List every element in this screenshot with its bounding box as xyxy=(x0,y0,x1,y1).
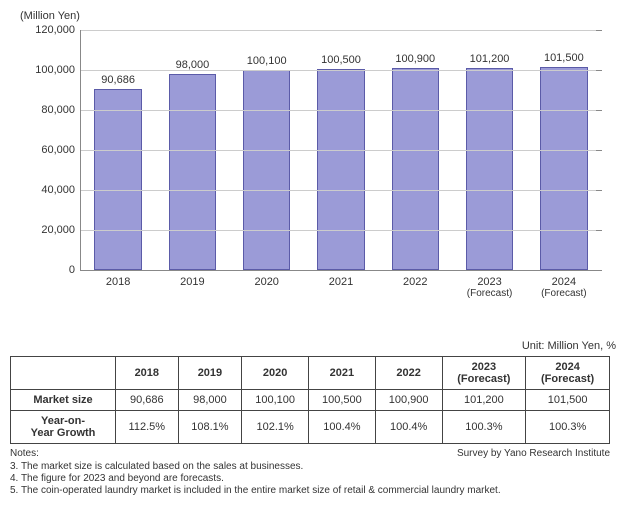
x-tick-year: 2019 xyxy=(180,276,204,288)
bar: 100,900 xyxy=(392,68,440,270)
x-tick: 2018 xyxy=(81,270,155,288)
bar: 100,100 xyxy=(243,70,291,270)
x-tick-year: 2020 xyxy=(254,276,278,288)
notes-list: 3. The market size is calculated based o… xyxy=(10,461,610,496)
x-tick: 2022 xyxy=(378,270,452,288)
grid-line xyxy=(81,110,601,111)
table-footer-line: Notes: Survey by Yano Research Institute xyxy=(10,448,610,459)
table-col-header: 2023(Forecast) xyxy=(442,357,526,390)
x-tick: 2024(Forecast) xyxy=(527,270,601,299)
bar: 101,200 xyxy=(466,68,514,270)
y-tick-label: 60,000 xyxy=(41,144,81,156)
note-line: 3. The market size is calculated based o… xyxy=(10,461,610,472)
table-cell: 112.5% xyxy=(116,411,179,444)
grid-line xyxy=(81,70,601,71)
y-tick-label: 20,000 xyxy=(41,224,81,236)
table-cell: 100.3% xyxy=(442,411,526,444)
bar-value-label: 101,500 xyxy=(544,52,584,64)
bar-value-label: 90,686 xyxy=(101,74,135,86)
note-line: 5. The coin-operated laundry market is i… xyxy=(10,485,610,496)
table-header-row: 201820192020202120222023(Forecast)2024(F… xyxy=(11,357,610,390)
bar: 90,686 xyxy=(94,89,142,270)
table-cell: 90,686 xyxy=(116,390,179,411)
x-tick: 2020 xyxy=(230,270,304,288)
bar-value-label: 100,900 xyxy=(395,53,435,65)
table-cell: 101,500 xyxy=(526,390,610,411)
grid-line xyxy=(81,150,601,151)
y-tick-label: 80,000 xyxy=(41,104,81,116)
table-row-header: Market size xyxy=(11,390,116,411)
x-tick-sub: (Forecast) xyxy=(452,288,526,299)
y-axis-title: (Million Yen) xyxy=(20,10,80,22)
table-cell: 98,000 xyxy=(178,390,242,411)
table-body: Market size90,68698,000100,100100,500100… xyxy=(11,390,610,444)
table-col-header: 2021 xyxy=(309,357,376,390)
y-tick-label: 100,000 xyxy=(35,64,81,76)
x-tick-year: 2022 xyxy=(403,276,427,288)
market-size-bar-chart: (Million Yen) 90,686 98,000 100,100 100,500… xyxy=(10,10,610,320)
x-tick: 2019 xyxy=(155,270,229,288)
x-tick-year: 2018 xyxy=(106,276,130,288)
y-tick-label: 0 xyxy=(69,264,81,276)
grid-line xyxy=(81,30,601,31)
bar-value-label: 100,100 xyxy=(247,55,287,67)
bar-value-label: 101,200 xyxy=(470,53,510,65)
bar: 100,500 xyxy=(317,69,365,270)
table-row: Year-on-Year Growth112.5%108.1%102.1%100… xyxy=(11,411,610,444)
bar-value-label: 100,500 xyxy=(321,54,361,66)
survey-credit: Survey by Yano Research Institute xyxy=(457,448,610,459)
bar: 101,500 xyxy=(540,67,588,270)
table-corner-cell xyxy=(11,357,116,390)
table-col-header: 2019 xyxy=(178,357,242,390)
note-line: 4. The figure for 2023 and beyond are fo… xyxy=(10,473,610,484)
table-cell: 100.3% xyxy=(526,411,610,444)
table-cell: 100,100 xyxy=(242,390,309,411)
table-row-header: Year-on-Year Growth xyxy=(11,411,116,444)
table-row: Market size90,68698,000100,100100,500100… xyxy=(11,390,610,411)
data-table: 201820192020202120222023(Forecast)2024(F… xyxy=(10,356,610,444)
grid-line xyxy=(81,230,601,231)
table-col-header: 2024(Forecast) xyxy=(526,357,610,390)
notes-label: Notes: xyxy=(10,448,39,459)
table-col-header: 2018 xyxy=(116,357,179,390)
table-col-header: 2020 xyxy=(242,357,309,390)
table-cell: 100,500 xyxy=(309,390,376,411)
table-cell: 100.4% xyxy=(309,411,376,444)
table-cell: 100.4% xyxy=(375,411,442,444)
table-cell: 108.1% xyxy=(178,411,242,444)
x-tick: 2023(Forecast) xyxy=(452,270,526,299)
x-tick: 2021 xyxy=(304,270,378,288)
x-tick-sub: (Forecast) xyxy=(527,288,601,299)
x-tick-year: 2023 xyxy=(477,276,501,288)
table-unit-label: Unit: Million Yen, % xyxy=(10,340,616,352)
x-tick-year: 2021 xyxy=(329,276,353,288)
table-col-header: 2022 xyxy=(375,357,442,390)
plot-area: 90,686 98,000 100,100 100,500 100,900 101,200… xyxy=(80,30,601,271)
bar: 98,000 xyxy=(169,74,217,270)
table-cell: 101,200 xyxy=(442,390,526,411)
x-tick-year: 2024 xyxy=(552,276,576,288)
y-tick-label: 120,000 xyxy=(35,24,81,36)
table-cell: 100,900 xyxy=(375,390,442,411)
table-cell: 102.1% xyxy=(242,411,309,444)
y-tick-label: 40,000 xyxy=(41,184,81,196)
grid-line xyxy=(81,190,601,191)
